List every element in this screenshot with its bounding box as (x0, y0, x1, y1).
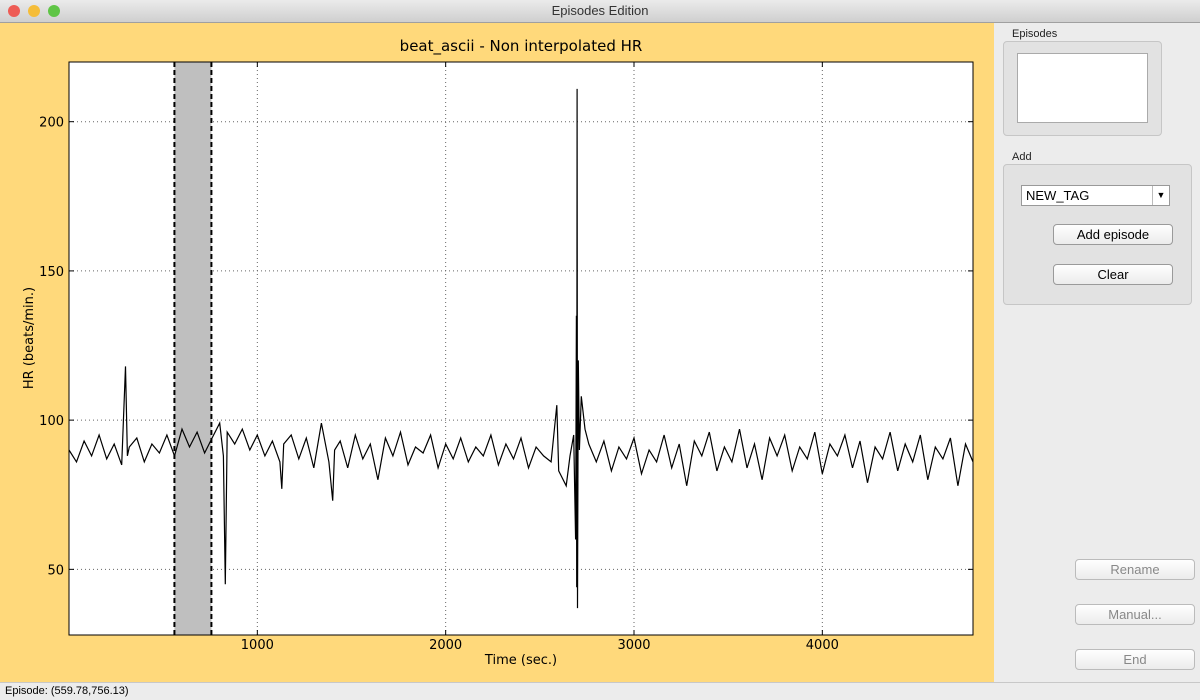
minimize-button[interactable] (28, 5, 40, 17)
y-axis-label: HR (beats/min.) (22, 287, 37, 389)
status-text: Episode: (559.78,756.13) (5, 685, 129, 697)
episode-span (174, 62, 212, 635)
x-tick-label: 1000 (241, 638, 274, 653)
plot-frame (68, 61, 974, 636)
x-tick-label: 3000 (617, 638, 650, 653)
x-tick-label: 2000 (429, 638, 462, 653)
combo-text: NEW_TAG (1026, 188, 1090, 203)
zoom-button[interactable] (48, 5, 60, 17)
tag-combo[interactable]: NEW_TAG ▼ (1021, 185, 1170, 206)
end-button[interactable]: End (1075, 649, 1195, 670)
x-axis-label: Time (sec.) (484, 653, 557, 668)
title-bar: Episodes Edition (0, 0, 1200, 23)
rename-button[interactable]: Rename (1075, 559, 1195, 580)
group-label: Episodes (1012, 28, 1058, 40)
window-title: Episodes Edition (551, 3, 649, 18)
clear-button[interactable]: Clear (1053, 264, 1173, 285)
group-label: Add (1012, 151, 1032, 163)
episodes-list[interactable] (1017, 53, 1148, 123)
y-tick-label: 100 (39, 414, 64, 429)
chart-title: beat_ascii - Non interpolated HR (400, 37, 643, 56)
close-button[interactable] (8, 5, 20, 17)
y-tick-label: 150 (39, 265, 64, 280)
add-episode-button[interactable]: Add episode (1053, 224, 1173, 245)
plot-area: beat_ascii - Non interpolated HR Time (s… (0, 23, 994, 682)
manual-button[interactable]: Manual... (1075, 604, 1195, 625)
plot-background (69, 62, 973, 635)
chart: beat_ascii - Non interpolated HR Time (s… (22, 37, 974, 668)
hr-line (68, 88, 974, 609)
status-bar: Episode: (559.78,756.13) (0, 682, 1200, 700)
y-tick-label: 200 (39, 116, 64, 131)
x-tick-label: 4000 (806, 638, 839, 653)
y-tick-label: 50 (47, 563, 64, 578)
